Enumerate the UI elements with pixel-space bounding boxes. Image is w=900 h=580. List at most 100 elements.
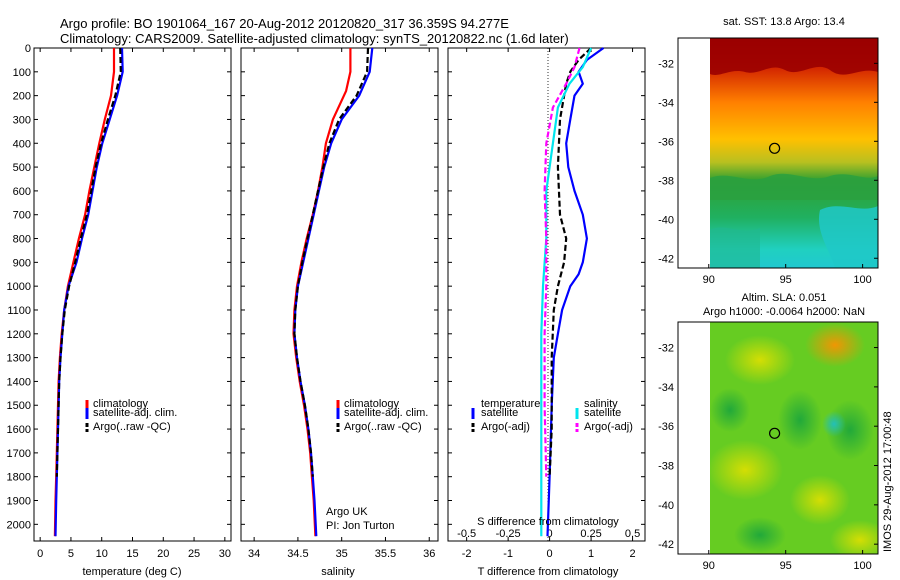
salinity-series — [292, 47, 374, 537]
x-tick-label: -2 — [462, 548, 472, 560]
legend-label-s-argo: Argo(-adj) — [584, 421, 633, 433]
imos-stamp: IMOS 29-Aug-2012 17:00:48 — [882, 411, 894, 552]
series-argo — [293, 47, 370, 477]
legend-label-satellite: satellite-adj. clim. — [93, 407, 177, 419]
sst-argo-location-marker — [768, 142, 781, 154]
s-difference-xlabel: S difference from climatology — [477, 516, 619, 528]
annotation-pi: PI: Jon Turton — [326, 520, 394, 532]
map-lon-label: 90 — [703, 560, 715, 572]
temperature-panel: 0100200300400500600700800900100011001200… — [7, 43, 232, 578]
x-tick-label: 25 — [188, 548, 200, 560]
x-tick-label: 34 — [248, 548, 260, 560]
map-lat-label: -32 — [658, 343, 674, 355]
figure-title-line1: Argo profile: BO 1901064_167 20-Aug-2012… — [60, 16, 509, 31]
x-tick-label: -1 — [503, 548, 513, 560]
salinity-panel: 34 34.5 35 35.5 36 salinity climatology sate… — [240, 47, 439, 578]
figure-title-line2: Climatology: CARS2009. Satellite-adjuste… — [60, 31, 569, 46]
y-tick-label: 200 — [13, 91, 31, 103]
difference-series — [540, 47, 605, 537]
map-lon-label: 100 — [853, 560, 871, 572]
map-lat-label: -36 — [658, 136, 674, 148]
map-lat-label: -36 — [658, 421, 674, 433]
sst-map-title: sat. SST: 13.8 Argo: 13.4 — [723, 16, 845, 28]
difference-top-ticks: -0.5 -0.25 0 0.25 0.5 — [457, 528, 640, 540]
map-lat-label: -42 — [658, 539, 674, 551]
legend-label-argo: Argo(..raw -QC) — [344, 421, 422, 433]
depth-axis: 0 100 200 300 400 500 600 700 800 900 1000 1100 1200… — [7, 43, 231, 531]
y-tick-label: 100 — [13, 67, 31, 79]
map-lat-label: -40 — [658, 214, 674, 226]
y-tick-label: 800 — [13, 234, 31, 246]
temperature-legend: climatology satellite-adj. clim. Argo(..… — [85, 398, 177, 433]
y-tick-label: 900 — [13, 257, 31, 269]
salinity-axes-frame — [240, 47, 439, 542]
temperature-series — [53, 47, 124, 537]
map-lon-label: 95 — [780, 560, 792, 572]
difference-x-axis: -2 -1 0 1 2 — [462, 48, 636, 560]
t-difference-xlabel: T difference from climatology — [478, 566, 619, 578]
sst-map-ticks: -32 -34 -36 -38 -40 -42 90 95 100 — [658, 58, 878, 286]
y-tick-label: 1200 — [7, 329, 31, 341]
map-lat-label: -38 — [658, 461, 674, 473]
y-tick-label: 1100 — [7, 305, 31, 317]
y-tick-label: 1700 — [7, 448, 31, 460]
x-tick-label: 15 — [126, 548, 138, 560]
temperature-xlabel: temperature (deg C) — [82, 566, 181, 578]
x-tick-label: 35.5 — [375, 548, 396, 560]
y-tick-label: 1600 — [7, 424, 31, 436]
map-lat-label: -42 — [658, 253, 674, 265]
legend-header-salinity: salinity — [584, 398, 618, 410]
legend-label-climatology: climatology — [93, 398, 149, 410]
legend-label-t-satellite: satellite — [481, 407, 518, 419]
map-lat-label: -32 — [658, 58, 674, 70]
sla-map-ticks: -32 -34 -36 -38 -40 -42 90 95 100 — [658, 343, 878, 572]
map-lat-label: -40 — [658, 500, 674, 512]
salinity-y-ticks — [241, 47, 438, 525]
map-lon-label: 100 — [853, 274, 871, 286]
x-tick-label: 30 — [219, 548, 231, 560]
series-salinity_argo — [543, 47, 581, 477]
sst-map-panel: sat. SST: 13.8 Argo: 13.4 -32 -34 -36 -38 -4… — [658, 16, 879, 286]
y-tick-label: 300 — [13, 114, 31, 126]
y-tick-label: 600 — [13, 186, 31, 198]
sla-argo-location-marker — [768, 427, 781, 439]
salinity-xlabel: salinity — [321, 566, 355, 578]
salinity-x-axis: 34 34.5 35 35.5 36 — [248, 48, 435, 560]
temperature-x-axis: 0 5 10 15 20 25 30 — [37, 48, 231, 560]
map-lon-label: 90 — [703, 274, 715, 286]
x-tick-label: 2 — [629, 548, 635, 560]
map-lon-label: 95 — [780, 274, 792, 286]
annotation-argo-uk: Argo UK — [326, 506, 368, 518]
y-tick-label: 1500 — [7, 400, 31, 412]
x-tick-label: 0 — [37, 548, 43, 560]
y-tick-label: 1800 — [7, 472, 31, 484]
map-lat-label: -34 — [658, 97, 674, 109]
x-tick-label: 35 — [336, 548, 348, 560]
legend-label-satellite: satellite-adj. clim. — [344, 407, 428, 419]
difference-legend: temperature salinity satellite Argo(-adj… — [471, 398, 633, 433]
s-tick-label: 0.25 — [580, 528, 601, 540]
y-tick-label: 0 — [25, 43, 31, 55]
series-satellite — [293, 47, 374, 537]
legend-label-s-satellite: satellite — [584, 407, 621, 419]
y-tick-label: 400 — [13, 138, 31, 150]
difference-y-ticks — [448, 47, 645, 525]
sla-map-title-line1: Altim. SLA: 0.051 — [742, 292, 827, 304]
x-tick-label: 5 — [68, 548, 74, 560]
x-tick-label: 34.5 — [287, 548, 308, 560]
y-tick-label: 500 — [13, 162, 31, 174]
sst-field — [710, 38, 878, 268]
sla-map-frame — [677, 321, 879, 555]
x-tick-label: 20 — [157, 548, 169, 560]
legend-label-argo: Argo(..raw -QC) — [93, 421, 171, 433]
y-tick-label: 1400 — [7, 376, 31, 388]
legend-header-temperature: temperature — [481, 398, 540, 410]
series-argo — [55, 47, 122, 477]
salinity-legend: climatology satellite-adj. clim. Argo(..… — [336, 398, 428, 433]
y-tick-label: 700 — [13, 210, 31, 222]
sla-field — [710, 322, 878, 554]
y-tick-label: 1000 — [7, 281, 31, 293]
s-tick-label: -0.5 — [457, 528, 476, 540]
map-lat-label: -34 — [658, 382, 674, 394]
s-tick-label: 0 — [547, 528, 553, 540]
